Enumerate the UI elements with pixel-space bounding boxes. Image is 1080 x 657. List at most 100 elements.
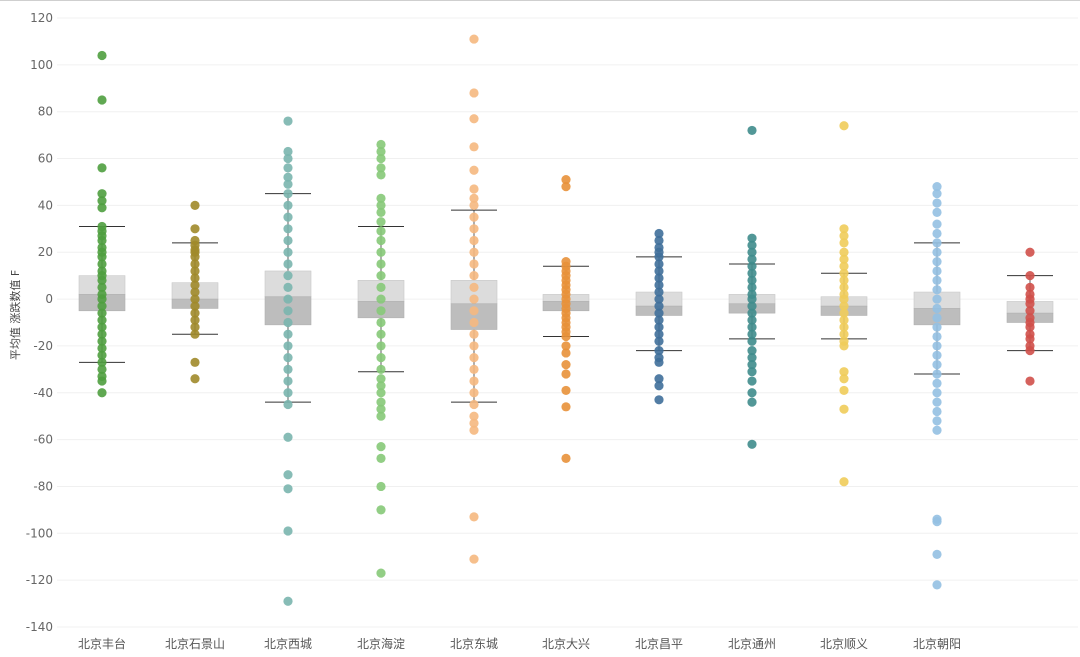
data-point: [97, 275, 107, 285]
data-point: [283, 399, 293, 410]
data-point: [469, 418, 479, 428]
data-point: [97, 322, 107, 332]
data-point: [283, 189, 293, 199]
data-point: [561, 453, 571, 463]
data-point: [283, 163, 293, 173]
data-point: [283, 596, 293, 606]
data-point: [469, 341, 479, 351]
data-point: [932, 219, 942, 229]
points-group: [97, 50, 107, 398]
data-point: [654, 294, 664, 304]
data-point: [283, 200, 293, 210]
data-point: [376, 481, 386, 492]
data-point: [190, 329, 200, 339]
data-point: [376, 411, 386, 421]
data-point: [932, 198, 942, 208]
data-point: [97, 282, 107, 292]
data-point: [469, 165, 479, 175]
data-point: [747, 322, 757, 332]
data-point: [839, 308, 849, 318]
data-point: [654, 228, 664, 239]
data-point: [469, 411, 479, 421]
data-point: [654, 280, 664, 290]
data-point: [190, 301, 200, 311]
data-point: [97, 364, 107, 374]
data-point: [283, 388, 293, 398]
data-point: [932, 275, 942, 285]
data-point: [747, 275, 757, 285]
data-point: [654, 273, 664, 283]
data-point: [97, 50, 107, 61]
points-group: [190, 200, 200, 384]
data-point: [376, 404, 386, 414]
data-point: [747, 360, 757, 370]
data-point: [932, 425, 942, 435]
data-point: [283, 259, 293, 269]
data-point: [747, 353, 757, 363]
data-point: [376, 146, 386, 157]
data-point: [932, 388, 942, 398]
data-point: [376, 153, 386, 164]
data-point: [747, 240, 757, 250]
data-point: [932, 369, 942, 379]
data-point: [654, 252, 664, 262]
data-point: [190, 252, 200, 262]
data-point: [654, 329, 664, 339]
data-point: [469, 364, 479, 374]
data-point: [654, 266, 664, 276]
data-point: [376, 388, 386, 398]
y-tick-label: -80: [33, 479, 53, 493]
points-group: [1025, 247, 1035, 386]
data-point: [376, 374, 386, 384]
y-tick-label: -20: [33, 339, 53, 353]
data-point: [376, 139, 386, 150]
boxes-layer: [78, 34, 1054, 606]
data-point: [97, 294, 107, 304]
data-point: [932, 322, 942, 332]
data-point: [283, 484, 293, 494]
data-point: [283, 353, 293, 363]
x-category-label: 北京通州: [728, 637, 776, 651]
data-point: [283, 526, 293, 536]
points-group: [654, 228, 664, 405]
data-point: [283, 432, 293, 442]
data-point: [97, 329, 107, 339]
data-point: [97, 301, 107, 311]
data-point: [932, 516, 942, 527]
data-point: [97, 388, 107, 398]
data-point: [376, 217, 386, 227]
data-point: [747, 315, 757, 325]
data-point: [283, 470, 293, 480]
data-point: [469, 554, 479, 564]
data-point: [654, 322, 664, 332]
data-point: [190, 273, 200, 283]
data-point: [469, 294, 479, 304]
data-point: [747, 329, 757, 339]
data-point: [376, 341, 386, 351]
data-point: [97, 196, 107, 206]
data-point: [839, 301, 849, 311]
data-point: [932, 341, 942, 351]
data-point: [747, 397, 757, 407]
data-point: [561, 331, 571, 342]
data-point: [932, 313, 942, 323]
y-tick-label: 80: [38, 105, 53, 119]
x-category-label: 北京昌平: [635, 637, 683, 651]
data-point: [469, 259, 479, 269]
data-point: [839, 261, 849, 271]
data-point: [376, 282, 386, 292]
points-group: [376, 139, 386, 578]
data-point: [376, 505, 386, 515]
top-border: [0, 0, 1080, 1]
data-point: [561, 369, 571, 379]
data-point: [932, 580, 942, 590]
data-point: [747, 376, 757, 386]
category-group: [728, 125, 776, 449]
data-point: [932, 397, 942, 407]
data-point: [376, 568, 386, 578]
x-category-label: 北京西城: [264, 637, 312, 651]
data-point: [839, 294, 849, 304]
data-point: [654, 374, 664, 384]
data-point: [469, 353, 479, 363]
data-point: [283, 376, 293, 386]
